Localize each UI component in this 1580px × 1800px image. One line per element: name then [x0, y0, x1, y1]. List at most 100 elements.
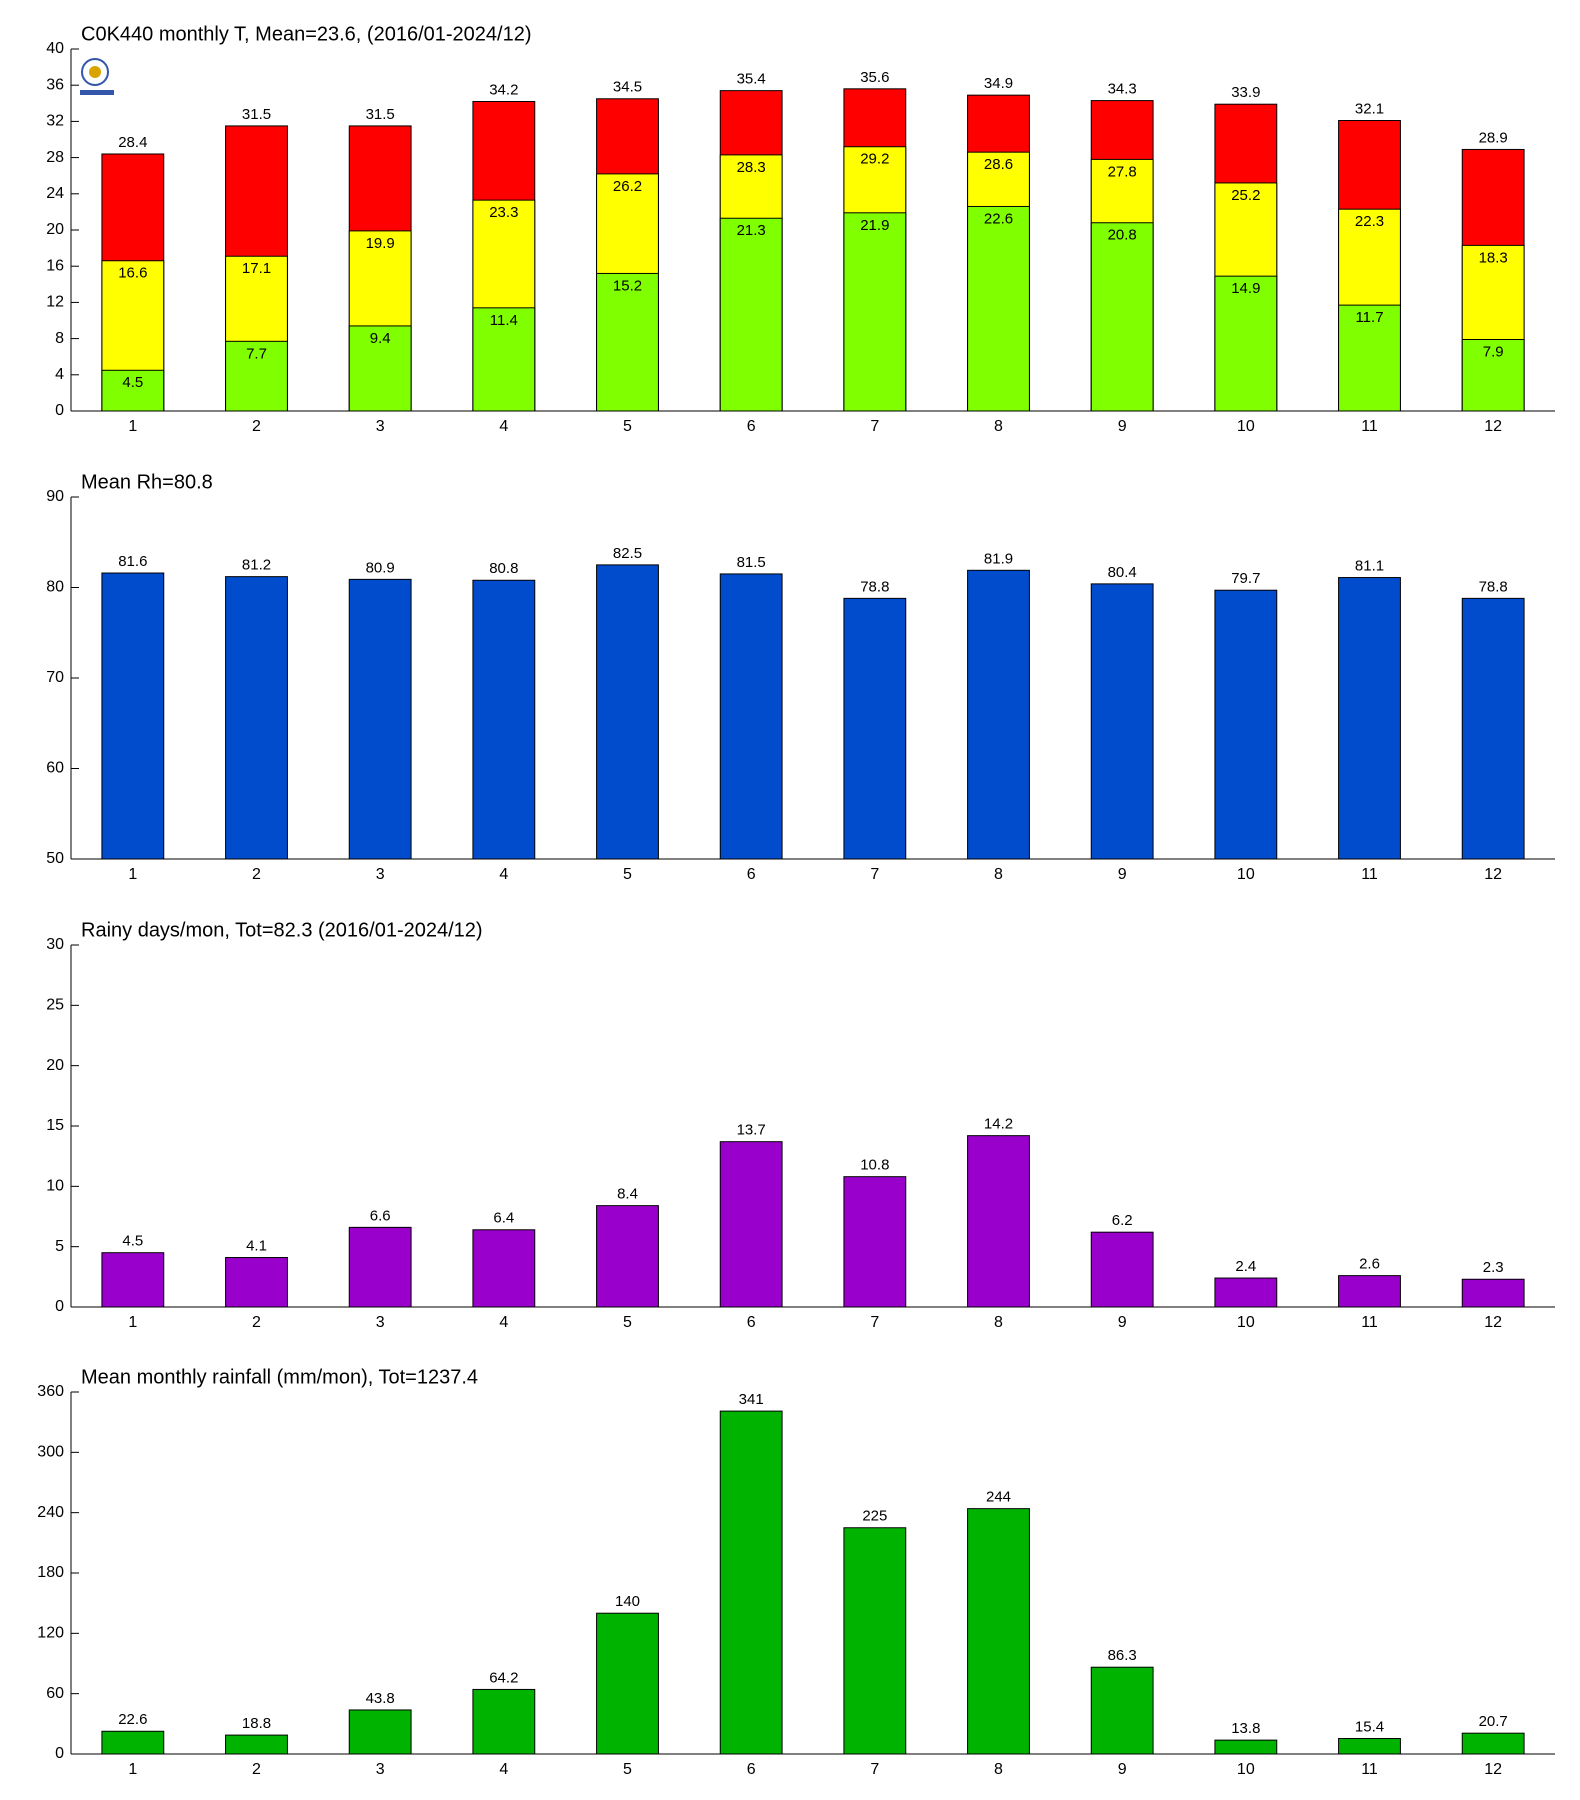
- bar: [1461, 1732, 1525, 1755]
- y-tick-label: 0: [55, 1298, 64, 1315]
- x-tick-label: 4: [499, 1761, 508, 1778]
- value-label: 16.6: [118, 265, 147, 282]
- y-tick-label: 60: [46, 760, 64, 777]
- x-tick-label: 10: [1237, 1314, 1255, 1331]
- value-label: 34.2: [489, 81, 518, 98]
- bar: [719, 573, 783, 860]
- value-label: 244: [986, 1489, 1011, 1506]
- y-tick-label: 360: [37, 1383, 64, 1400]
- y-tick-label: 10: [46, 1178, 64, 1195]
- value-label: 35.4: [737, 71, 766, 88]
- y-tick-label: 28: [46, 149, 64, 166]
- value-label: 14.9: [1231, 280, 1260, 297]
- x-tick-label: 1: [128, 1761, 137, 1778]
- x-tick-label: 8: [994, 866, 1003, 883]
- value-label: 18.8: [242, 1715, 271, 1732]
- x-tick-label: 5: [623, 418, 632, 435]
- x-tick-label: 12: [1484, 1314, 1502, 1331]
- value-label: 10.8: [860, 1157, 889, 1174]
- x-tick-label: 11: [1361, 418, 1378, 435]
- chart-title: Mean monthly rainfall (mm/mon), Tot=1237…: [81, 1366, 478, 1388]
- y-tick-label: 25: [46, 997, 64, 1014]
- bar: [1090, 222, 1154, 412]
- value-label: 6.2: [1112, 1212, 1133, 1229]
- value-label: 225: [862, 1508, 887, 1525]
- y-tick-label: 50: [46, 850, 64, 867]
- value-label: 34.3: [1108, 81, 1137, 98]
- value-label: 28.6: [984, 156, 1013, 173]
- x-tick-label: 3: [376, 418, 385, 435]
- value-label: 81.9: [984, 550, 1013, 567]
- bar: [1090, 583, 1154, 860]
- value-label: 341: [739, 1391, 764, 1408]
- value-label: 27.8: [1108, 163, 1137, 180]
- value-label: 31.5: [242, 106, 271, 123]
- bar: [101, 572, 165, 860]
- bar: [348, 578, 412, 860]
- x-tick-label: 7: [870, 1314, 879, 1331]
- bar: [843, 597, 907, 860]
- x-tick-label: 6: [747, 1314, 756, 1331]
- x-tick-label: 3: [376, 866, 385, 883]
- x-tick-label: 7: [870, 866, 879, 883]
- value-label: 19.9: [366, 235, 395, 252]
- y-tick-label: 240: [37, 1504, 64, 1521]
- value-label: 11.7: [1355, 309, 1383, 326]
- x-tick-label: 5: [623, 1314, 632, 1331]
- value-label: 32.1: [1355, 100, 1384, 117]
- y-tick-label: 120: [37, 1625, 64, 1642]
- bar: [1338, 304, 1401, 412]
- x-tick-label: 8: [994, 418, 1003, 435]
- value-label: 81.6: [118, 553, 147, 570]
- value-label: 4.5: [122, 374, 143, 391]
- y-tick-label: 70: [46, 669, 64, 686]
- value-label: 43.8: [366, 1690, 395, 1707]
- logo: [80, 58, 114, 95]
- bar: [596, 564, 659, 860]
- x-tick-label: 10: [1237, 866, 1255, 883]
- y-tick-label: 0: [55, 402, 64, 419]
- x-tick-label: 12: [1484, 418, 1502, 435]
- bar: [472, 579, 536, 860]
- bar: [719, 1141, 783, 1308]
- bar: [1338, 1738, 1401, 1755]
- x-tick-label: 11: [1361, 1761, 1378, 1778]
- y-tick-label: 12: [46, 294, 64, 311]
- value-label: 13.8: [1231, 1720, 1260, 1737]
- bar: [1338, 577, 1401, 860]
- value-label: 26.2: [613, 178, 642, 195]
- x-tick-label: 1: [128, 866, 137, 883]
- value-label: 2.4: [1235, 1258, 1256, 1275]
- value-label: 20.7: [1479, 1713, 1508, 1730]
- x-tick-label: 7: [870, 1761, 879, 1778]
- value-label: 28.3: [737, 159, 766, 176]
- x-tick-label: 12: [1484, 866, 1502, 883]
- y-tick-label: 300: [37, 1444, 64, 1461]
- value-label: 33.9: [1231, 84, 1260, 101]
- bar: [1461, 339, 1525, 412]
- y-tick-label: 36: [46, 76, 64, 93]
- bar: [967, 1508, 1030, 1755]
- bar: [596, 1205, 659, 1308]
- value-label: 81.2: [242, 557, 271, 574]
- value-label: 81.5: [737, 554, 766, 571]
- value-label: 2.6: [1359, 1256, 1380, 1273]
- bar: [596, 1612, 659, 1755]
- bar: [1214, 1277, 1278, 1308]
- x-tick-label: 2: [252, 866, 261, 883]
- value-label: 11.4: [490, 312, 518, 329]
- value-label: 22.6: [118, 1711, 147, 1728]
- value-label: 23.3: [489, 204, 518, 221]
- x-tick-label: 8: [994, 1761, 1003, 1778]
- y-tick-label: 80: [46, 579, 64, 596]
- value-label: 29.2: [860, 151, 889, 168]
- value-label: 8.4: [617, 1186, 638, 1203]
- x-tick-label: 2: [252, 1314, 261, 1331]
- bar: [101, 1252, 165, 1308]
- x-tick-label: 2: [252, 418, 261, 435]
- value-label: 4.1: [246, 1237, 267, 1254]
- y-tick-label: 180: [37, 1564, 64, 1581]
- value-label: 14.2: [984, 1116, 1013, 1133]
- bar: [472, 1688, 536, 1755]
- x-tick-label: 11: [1361, 1314, 1378, 1331]
